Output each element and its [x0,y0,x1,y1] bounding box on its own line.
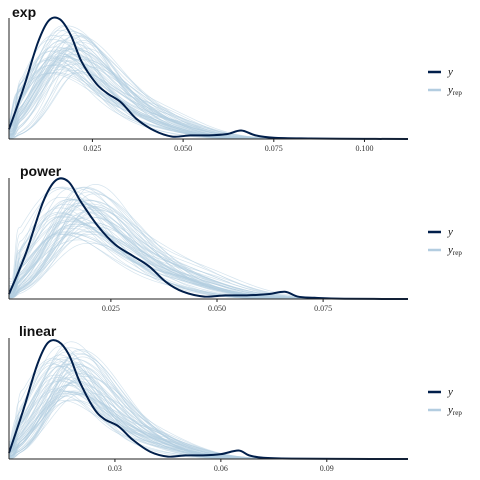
replicate-curves-power [8,184,363,300]
replicate-curve [8,188,270,300]
legend-yrep-main: y [447,404,453,416]
replicate-curve [8,187,271,298]
observed-density-linear [8,339,409,460]
x-tick-label: 0.050 [208,304,226,313]
panel-power: power 0.025 0.050 0.075 y yrep [8,163,462,313]
panel-title-linear: linear [19,323,57,339]
replicate-curve [8,217,237,296]
x-tick-label: 0.09 [320,464,334,473]
legend-y-label: y [447,226,453,238]
replicate-curves-exp [8,25,365,140]
legend-linear: y yrep [428,386,462,417]
x-tick-label: 0.050 [174,144,192,153]
x-tick-label: 0.075 [265,144,283,153]
panel-exp: exp 0.025 0.050 0.075 0.100 y yrep [8,4,462,153]
observed-density-exp [8,16,409,140]
replicate-curve [8,377,273,460]
legend-yrep-sub: rep [453,89,462,97]
legend-yrep-label: yrep [447,84,462,97]
legend-yrep-main: y [447,84,453,96]
x-tick-label: 0.03 [108,464,122,473]
x-tick-label: 0.075 [314,304,332,313]
x-tick-label: 0.025 [83,144,101,153]
replicate-curve [8,198,256,297]
x-ticks-linear: 0.03 0.06 0.09 [108,459,334,473]
replicate-curve [8,231,338,300]
replicate-curve [8,199,299,300]
legend-power: y yrep [428,226,462,257]
replicate-curve [8,59,296,140]
legend-yrep-label: yrep [447,244,462,257]
replicate-curve [8,47,260,140]
observed-density-power [8,177,409,300]
x-ticks-exp: 0.025 0.050 0.075 0.100 [83,139,373,153]
legend-exp: y yrep [428,66,462,97]
panel-title-power: power [20,163,62,179]
replicate-curve [8,41,256,138]
legend-yrep-main: y [447,244,453,256]
x-tick-label: 0.100 [355,144,373,153]
panel-linear: linear 0.03 0.06 0.09 y yrep [8,323,462,473]
replicate-curve [8,222,252,296]
replicate-curve [8,71,267,139]
x-tick-label: 0.06 [214,464,228,473]
replicate-curve [8,392,345,460]
panel-title-exp: exp [12,4,36,20]
replicate-curve [8,49,279,140]
x-tick-label: 0.025 [102,304,120,313]
replicate-curve [8,217,285,299]
replicate-curve [8,209,331,300]
replicate-curves-linear [8,341,365,460]
legend-yrep-sub: rep [453,409,462,417]
legend-yrep-label: yrep [447,404,462,417]
legend-yrep-sub: rep [453,249,462,257]
legend-y-label: y [447,66,453,78]
replicate-curve [8,234,229,296]
x-ticks-power: 0.025 0.050 0.075 [102,299,332,313]
legend-y-label: y [447,386,453,398]
